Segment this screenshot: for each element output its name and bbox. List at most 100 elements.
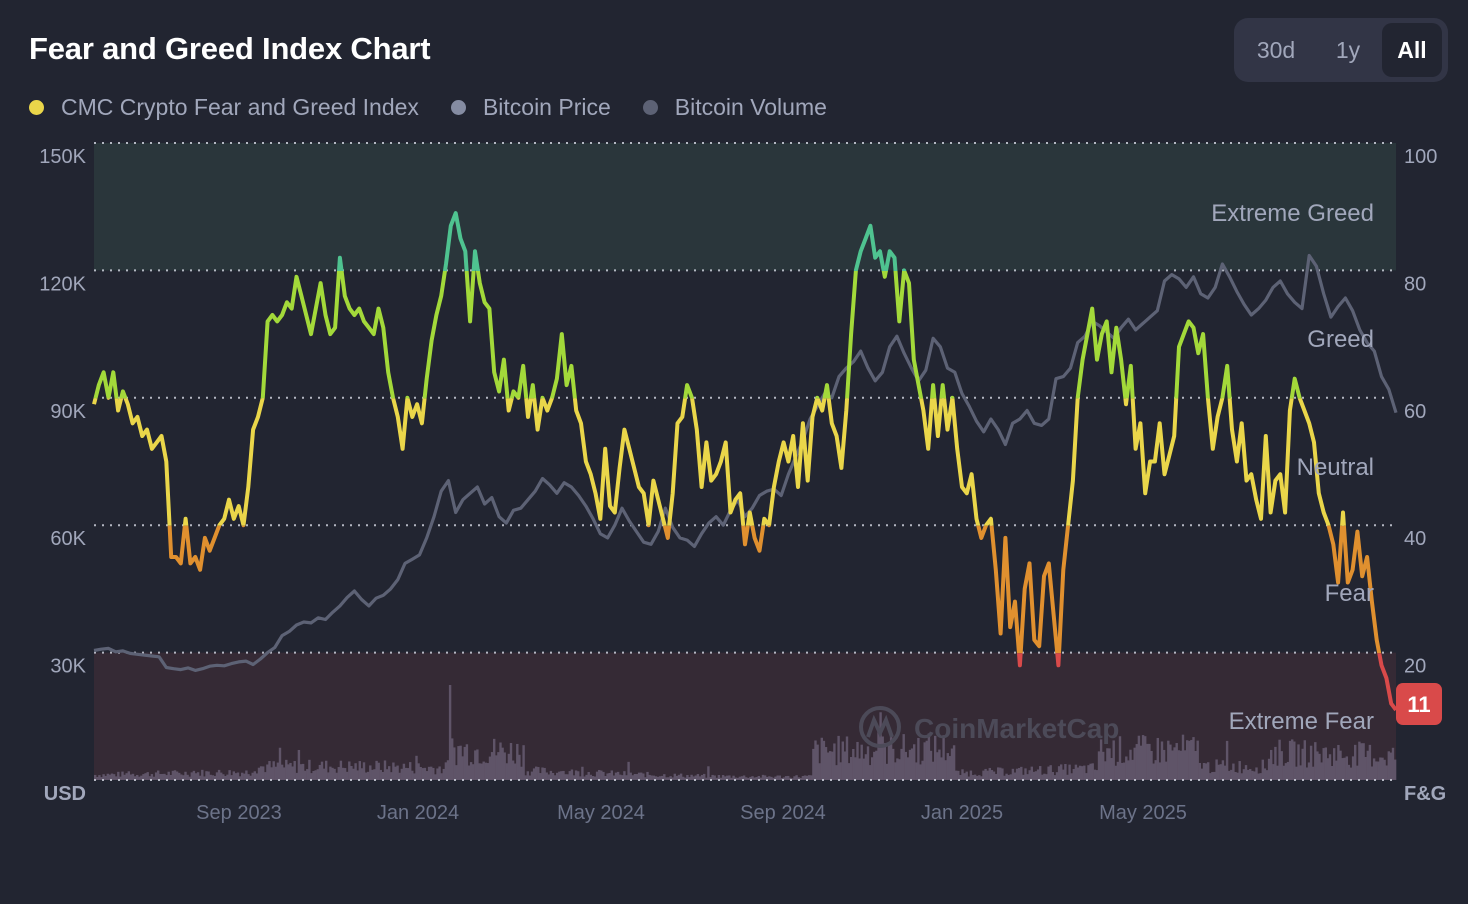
volume-bar [963, 773, 966, 780]
volume-bar [1391, 747, 1395, 780]
volume-bar [127, 771, 130, 780]
volume-bar [986, 770, 989, 780]
volume-bar [915, 762, 918, 780]
volume-bar [461, 756, 464, 780]
volume-bar [316, 769, 319, 780]
volume-bar [234, 773, 238, 780]
volume-bar [1049, 765, 1052, 780]
volume-bar [679, 773, 683, 780]
volume-bar [795, 775, 798, 780]
range-1y-button[interactable]: 1y [1335, 37, 1361, 63]
volume-bar [390, 772, 393, 780]
range-30d-button[interactable]: 30d [1256, 37, 1296, 63]
volume-bar [837, 735, 840, 780]
volume-bar [614, 772, 618, 780]
volume-bar [936, 752, 939, 780]
volume-bar [467, 765, 471, 780]
volume-bar [444, 762, 448, 780]
volume-bar [1230, 769, 1233, 780]
volume-bar [1309, 745, 1313, 780]
volume-bar [808, 775, 811, 780]
volume-bar [650, 775, 653, 780]
volume-bar [787, 775, 790, 780]
volume-bar [119, 776, 122, 780]
volume-bar [1341, 758, 1344, 780]
volume-bar [123, 774, 126, 780]
volume-bar [759, 777, 763, 780]
volume-bar [1171, 750, 1174, 780]
volume-bar [1055, 772, 1059, 780]
volume-bar [455, 765, 458, 780]
volume-bar [894, 762, 897, 780]
legend-item-bitcoin-volume[interactable]: Bitcoin Volume [642, 94, 827, 121]
volume-bar [652, 775, 655, 780]
volume-bar [337, 767, 340, 780]
volume-bar [199, 775, 202, 780]
volume-bar [600, 770, 603, 780]
volume-bar [944, 760, 947, 780]
volume-bar [864, 754, 868, 780]
volume-bar [117, 771, 120, 780]
volume-bar [543, 767, 546, 780]
right-axis-tick: 60 [1404, 401, 1426, 423]
volume-bar [715, 777, 718, 780]
volume-bar [1183, 750, 1187, 780]
volume-bar [255, 773, 259, 780]
volume-bar [249, 775, 252, 780]
volume-bar [885, 763, 889, 780]
volume-bar [333, 768, 336, 780]
volume-bar [1081, 766, 1084, 780]
zone-label-neutral: Neutral [1297, 454, 1374, 481]
volume-bar [94, 774, 97, 780]
volume-bar [1301, 748, 1304, 780]
volume-bar [1324, 747, 1327, 780]
volume-bar [474, 750, 477, 780]
volume-bar [1110, 758, 1113, 780]
volume-bar [171, 770, 175, 780]
volume-bar [1345, 756, 1348, 780]
volume-bar [612, 775, 616, 780]
volume-bar [896, 758, 899, 780]
range-all-button[interactable]: All [1382, 23, 1442, 77]
volume-bar [1123, 762, 1126, 780]
volume-bar [1114, 765, 1117, 780]
volume-bar [952, 745, 956, 780]
volume-bar [178, 772, 181, 780]
volume-bar [656, 776, 660, 780]
volume-bar [129, 774, 133, 780]
volume-bar [285, 759, 288, 780]
volume-bar [904, 751, 907, 780]
volume-bar [826, 752, 830, 780]
volume-bar [516, 743, 519, 780]
volume-bar [406, 768, 410, 780]
volume-bar [276, 762, 280, 780]
volume-bar [742, 775, 746, 780]
volume-bar [388, 766, 391, 780]
volume-bar [988, 767, 991, 780]
volume-bar [1387, 751, 1390, 780]
legend-item-bitcoin-price[interactable]: Bitcoin Price [450, 94, 611, 121]
volume-bar [377, 762, 380, 780]
volume-bar [822, 740, 826, 780]
volume-bar [923, 742, 926, 780]
volume-bar [852, 749, 855, 780]
volume-bar [1288, 740, 1292, 780]
volume-bar [629, 772, 632, 780]
right-axis-tick: 100 [1404, 146, 1437, 168]
volume-bar [486, 763, 490, 780]
volume-bar [539, 773, 542, 780]
volume-bar [595, 771, 599, 780]
volume-bar [495, 755, 498, 780]
volume-bar [306, 769, 309, 780]
volume-bar [850, 757, 853, 780]
volume-bar [1179, 750, 1183, 780]
volume-bar [1263, 768, 1267, 780]
volume-bar [598, 769, 601, 780]
volume-bar [112, 774, 116, 780]
volume-bar [1192, 737, 1195, 780]
volume-bar [1083, 765, 1086, 780]
volume-bar [150, 774, 154, 780]
volume-bar [1297, 744, 1300, 780]
legend-item-fear-greed[interactable]: CMC Crypto Fear and Greed Index [29, 94, 419, 121]
